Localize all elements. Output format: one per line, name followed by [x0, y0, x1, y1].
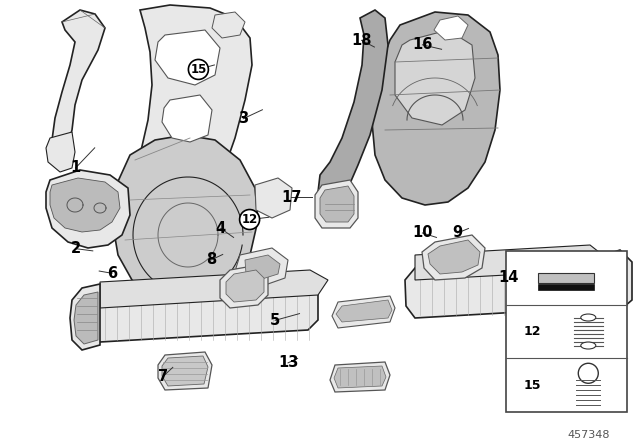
Polygon shape	[560, 296, 610, 335]
Polygon shape	[120, 5, 252, 275]
Polygon shape	[405, 258, 598, 318]
Text: 10: 10	[412, 225, 433, 241]
Polygon shape	[330, 362, 390, 392]
Polygon shape	[255, 178, 292, 218]
Polygon shape	[245, 255, 280, 279]
Text: 12: 12	[241, 213, 258, 226]
Polygon shape	[162, 356, 208, 386]
Polygon shape	[46, 132, 75, 172]
Text: 4: 4	[216, 221, 226, 236]
Polygon shape	[538, 284, 595, 290]
Polygon shape	[162, 95, 212, 142]
Text: 17: 17	[281, 190, 301, 205]
Text: 6: 6	[107, 266, 117, 281]
Text: 2: 2	[70, 241, 81, 256]
Polygon shape	[236, 248, 288, 285]
Polygon shape	[212, 12, 245, 38]
Polygon shape	[70, 284, 100, 350]
Circle shape	[579, 363, 598, 383]
Polygon shape	[320, 186, 354, 222]
Polygon shape	[226, 270, 264, 302]
Polygon shape	[336, 300, 392, 322]
Polygon shape	[332, 296, 395, 328]
Polygon shape	[422, 235, 485, 280]
Text: 14: 14	[499, 270, 519, 285]
Ellipse shape	[580, 314, 596, 321]
Text: 7: 7	[158, 369, 168, 384]
Polygon shape	[334, 366, 386, 388]
Text: 15: 15	[524, 379, 541, 392]
Polygon shape	[318, 10, 388, 202]
Polygon shape	[50, 178, 120, 232]
Bar	[506, 251, 627, 412]
Ellipse shape	[580, 342, 596, 349]
Polygon shape	[415, 245, 604, 280]
Polygon shape	[100, 270, 328, 308]
Polygon shape	[155, 30, 220, 85]
Polygon shape	[315, 180, 358, 228]
Polygon shape	[538, 273, 595, 283]
Polygon shape	[428, 240, 480, 274]
Text: 16: 16	[412, 37, 433, 52]
Text: 9: 9	[452, 225, 463, 241]
Polygon shape	[395, 30, 475, 125]
Text: 3: 3	[238, 111, 248, 126]
Polygon shape	[220, 265, 268, 308]
Polygon shape	[566, 300, 606, 330]
Text: 5: 5	[270, 313, 280, 328]
Polygon shape	[46, 170, 130, 248]
Circle shape	[239, 210, 260, 229]
Polygon shape	[158, 352, 212, 390]
Polygon shape	[372, 12, 500, 205]
Polygon shape	[74, 292, 98, 344]
Polygon shape	[90, 282, 318, 342]
Text: 13: 13	[278, 355, 298, 370]
Polygon shape	[434, 16, 468, 40]
Polygon shape	[112, 135, 258, 302]
Text: 15: 15	[190, 63, 207, 76]
Text: 12: 12	[524, 325, 541, 338]
Polygon shape	[52, 10, 105, 148]
Text: 8: 8	[206, 252, 216, 267]
Text: 1: 1	[70, 160, 81, 176]
Polygon shape	[585, 250, 632, 312]
Text: 18: 18	[351, 33, 372, 48]
Text: 457348: 457348	[568, 430, 610, 440]
Circle shape	[188, 60, 209, 79]
